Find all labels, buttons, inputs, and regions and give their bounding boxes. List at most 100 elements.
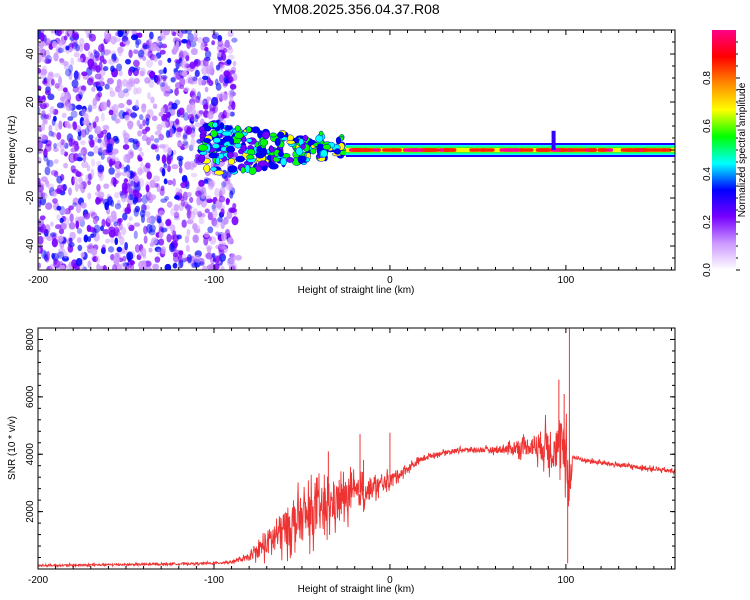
noise-speck (63, 251, 68, 259)
noise-speck (87, 180, 92, 186)
coherent-line-peak (510, 148, 519, 152)
noise-speck (148, 247, 153, 253)
noise-speck (178, 188, 183, 194)
noise-speck (151, 115, 158, 122)
noise-speck (42, 79, 48, 85)
signal-blob (318, 130, 324, 137)
spectrogram-spike (551, 130, 556, 150)
noise-speck (184, 63, 191, 69)
noise-speck (141, 194, 149, 205)
noise-speck (118, 218, 123, 223)
noise-speck (195, 95, 201, 104)
noise-speck (93, 224, 101, 234)
noise-speck (230, 253, 237, 263)
noise-speck (222, 179, 228, 188)
noise-speck (105, 238, 111, 244)
noise-speck (158, 238, 165, 246)
noise-speck (124, 58, 132, 65)
noise-speck (67, 123, 72, 129)
noise-speck (137, 167, 143, 176)
noise-speck (75, 104, 83, 110)
noise-speck (189, 90, 195, 96)
noise-speck (229, 95, 234, 102)
noise-speck (144, 204, 151, 210)
signal-blob (227, 158, 235, 165)
noise-speck (89, 139, 95, 148)
noise-speck (44, 143, 52, 152)
noise-speck (47, 183, 55, 191)
noise-speck (64, 142, 69, 149)
noise-speck (126, 265, 134, 270)
noise-speck (71, 79, 79, 89)
noise-speck (75, 44, 80, 52)
snr-y-ticks: 2000 4000 6000 8000 (25, 327, 675, 570)
noise-speck (63, 35, 68, 41)
noise-speck (64, 68, 72, 77)
signal-blob (235, 155, 246, 163)
noise-speck (97, 44, 105, 53)
noise-speck (93, 81, 100, 86)
noise-speck (138, 156, 143, 162)
colorbar-gradient-bar (712, 30, 736, 270)
noise-speck (72, 121, 78, 131)
noise-speck (73, 176, 79, 183)
noise-speck (182, 133, 188, 142)
noise-speck (108, 167, 115, 175)
noise-speck (167, 179, 173, 186)
noise-speck (72, 31, 79, 40)
noise-speck (97, 91, 103, 98)
noise-speck (135, 39, 140, 49)
noise-speck (72, 86, 80, 93)
signal-blob (269, 146, 275, 153)
noise-speck (73, 70, 79, 80)
noise-speck (197, 77, 203, 86)
noise-speck (48, 124, 53, 133)
noise-speck (174, 74, 182, 80)
noise-speck (232, 203, 237, 209)
noise-speck (97, 191, 105, 199)
noise-speck (123, 153, 131, 163)
noise-speck (62, 87, 68, 93)
noise-speck (38, 218, 44, 228)
x-tick-label: 100 (558, 575, 575, 586)
spectrogram-x-label: Height of straight line (km) (298, 285, 415, 296)
noise-speck (97, 138, 102, 144)
noise-speck (72, 202, 78, 207)
noise-speck (118, 110, 126, 120)
noise-speck (116, 246, 123, 253)
noise-speck (44, 166, 51, 176)
noise-speck (224, 109, 232, 117)
noise-speck (146, 171, 152, 180)
signal-blob (297, 155, 307, 163)
noise-speck (232, 73, 238, 82)
signal-blob (322, 143, 332, 151)
noise-speck (214, 255, 220, 264)
noise-speck (158, 133, 164, 141)
noise-speck (75, 203, 82, 214)
noise-speck (184, 235, 190, 244)
noise-speck (143, 235, 148, 244)
signal-blob (333, 148, 341, 155)
noise-speck (114, 191, 120, 199)
noise-speck (212, 32, 220, 40)
coherent-line-peak (425, 148, 434, 152)
noise-speck (128, 224, 135, 232)
noise-speck (130, 112, 138, 118)
noise-speck (220, 208, 225, 216)
noise-speck (177, 141, 183, 147)
snr-x-ticks: -200 -100 0 100 (28, 328, 672, 586)
noise-speck (217, 217, 223, 223)
noise-speck (110, 65, 115, 73)
noise-speck (117, 30, 124, 38)
noise-speck (50, 30, 55, 34)
noise-speck (182, 72, 188, 78)
noise-speck (203, 102, 209, 111)
noise-speck (72, 197, 80, 205)
noise-speck (221, 114, 226, 119)
noise-speck (205, 244, 213, 251)
noise-speck (87, 235, 92, 243)
noise-speck (57, 184, 64, 190)
noise-speck (68, 70, 73, 81)
noise-speck (96, 86, 103, 92)
noise-speck (175, 132, 182, 138)
